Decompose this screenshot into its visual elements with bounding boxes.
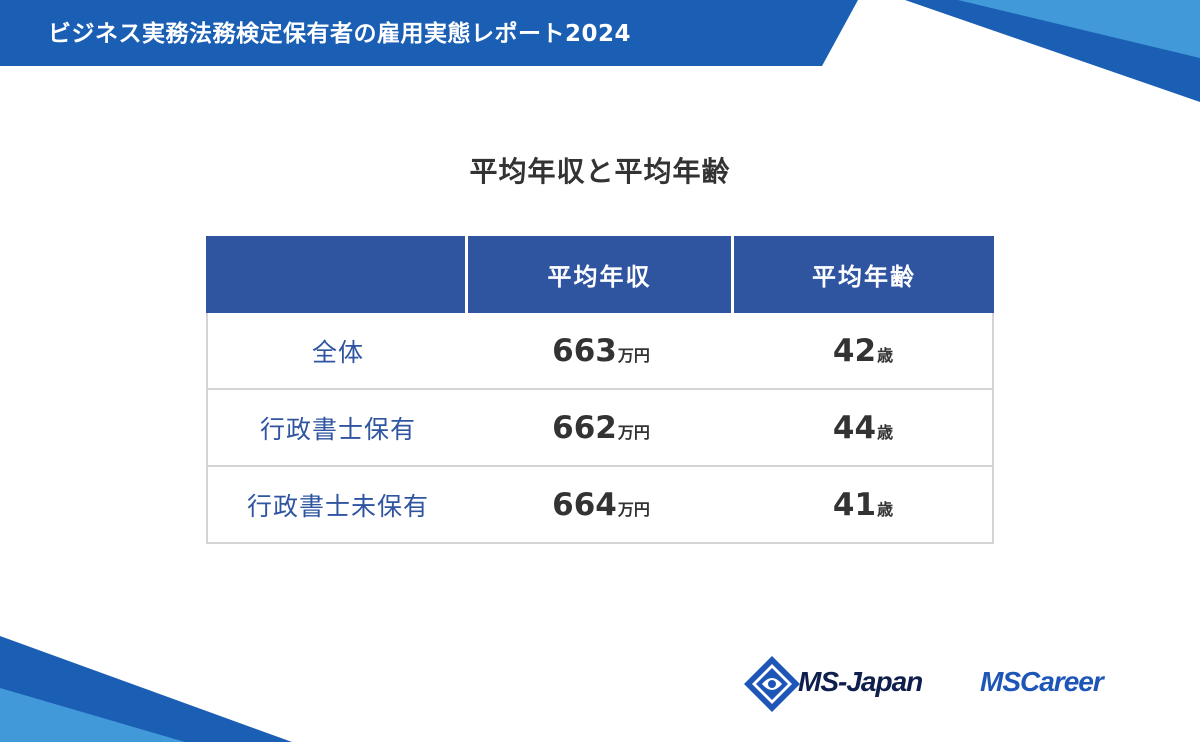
row-label-cell: 行政書士未保有: [206, 467, 468, 544]
age-unit: 歳: [877, 499, 894, 519]
salary-age-table: 平均年収 平均年齢 全体 663万円 42歳 行政書士保有 662万円 44歳 …: [206, 236, 994, 544]
ms-japan-emblem-icon: [744, 656, 800, 712]
age-value: 44: [832, 409, 877, 446]
age-unit: 歳: [877, 345, 894, 365]
age-cell: 42歳: [734, 313, 994, 390]
age-unit: 歳: [877, 422, 894, 442]
income-unit: 万円: [617, 345, 650, 365]
top-right-stripe-light: [958, 0, 1200, 58]
top-right-stripe-dark: [905, 0, 1200, 102]
footer-logos: MS-Japan MSCareer: [742, 654, 1162, 718]
row-label: 全体: [311, 337, 364, 367]
column-header-age: 平均年齢: [734, 236, 994, 313]
age-value: 41: [832, 486, 877, 523]
ms-career-logo-text: MSCareer: [980, 666, 1104, 697]
income-cell: 662万円: [468, 390, 734, 467]
age-cell: 44歳: [734, 390, 994, 467]
bottom-left-stripe-light: [0, 688, 185, 742]
income-value: 663: [552, 332, 617, 369]
income-value: 664: [552, 486, 617, 523]
bottom-left-stripe-dark: [0, 636, 292, 742]
row-label: 行政書士未保有: [246, 491, 429, 521]
table-row: 行政書士未保有 664万円 41歳: [206, 467, 994, 544]
column-header-income: 平均年収: [468, 236, 734, 313]
row-label-cell: 行政書士保有: [206, 390, 468, 467]
age-cell: 41歳: [734, 467, 994, 544]
column-header-blank: [206, 236, 468, 313]
ms-japan-logo-text: MS-Japan: [798, 666, 923, 697]
income-cell: 663万円: [468, 313, 734, 390]
income-value: 662: [552, 409, 617, 446]
income-cell: 664万円: [468, 467, 734, 544]
row-label-cell: 全体: [206, 313, 468, 390]
page-title: 平均年収と平均年齢: [469, 155, 731, 188]
report-title: ビジネス実務法務検定保有者の雇用実態レポート2024: [48, 21, 632, 47]
table-row: 行政書士保有 662万円 44歳: [206, 390, 994, 467]
age-value: 42: [832, 332, 877, 369]
income-unit: 万円: [617, 499, 650, 519]
row-label: 行政書士保有: [259, 414, 416, 444]
income-unit: 万円: [617, 422, 650, 442]
table-header-row: 平均年収 平均年齢: [206, 236, 994, 313]
table-row: 全体 663万円 42歳: [206, 313, 994, 390]
